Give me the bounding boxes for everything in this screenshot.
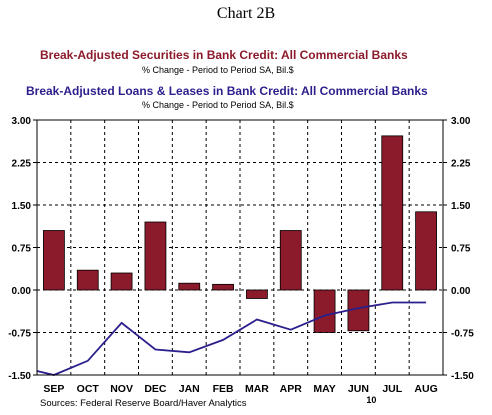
xtick-label: JUL <box>382 383 402 395</box>
bar-aug <box>415 211 437 291</box>
ytick-label-left: 3.00 <box>12 116 32 127</box>
xtick-label: MAY <box>313 383 335 395</box>
loans-series-title: Break-Adjusted Loans & Leases in Bank Cr… <box>26 84 428 98</box>
ytick-label-right: 0.00 <box>451 286 471 297</box>
bar-nov <box>110 272 133 291</box>
xtick-label: OCT <box>77 383 100 395</box>
ytick-label-right: 2.25 <box>451 159 471 170</box>
xtick-label: NOV <box>110 383 133 395</box>
year-label: 10 <box>366 395 376 405</box>
bar-jan <box>178 282 201 291</box>
xtick-label: SEP <box>43 383 64 395</box>
bar-dec <box>144 221 167 291</box>
loans-series-subtitle: % Change - Period to Period SA, Bil.$ <box>142 100 294 110</box>
ytick-label-left: 0.75 <box>12 244 32 255</box>
xtick-label: APR <box>280 383 303 395</box>
ytick-label-left: -1.50 <box>8 371 31 382</box>
ytick-label-right: 0.75 <box>451 244 471 255</box>
bar-sep <box>43 230 65 291</box>
bar-oct <box>76 269 99 291</box>
securities-series-title: Break-Adjusted Securities in Bank Credit… <box>40 48 408 62</box>
ytick-label-left: 2.25 <box>12 159 32 170</box>
chart-title: Chart 2B <box>216 5 276 22</box>
xtick-label: FEB <box>213 383 234 395</box>
bar-mar <box>246 289 268 299</box>
bar-apr <box>279 230 302 291</box>
bar-jul <box>381 135 404 291</box>
bar-may <box>313 289 336 333</box>
xtick-label: AUG <box>414 383 437 395</box>
source-note: Sources: Federal Reserve Board/Haver Ana… <box>40 398 247 409</box>
ytick-label-right: 1.50 <box>451 201 471 212</box>
loans-line <box>36 301 427 376</box>
bar-feb <box>212 283 234 291</box>
xtick-label: JAN <box>179 383 200 395</box>
ytick-label-left: 1.50 <box>12 201 32 212</box>
ytick-label-left: 0.00 <box>12 286 32 297</box>
ytick-label-left: -0.75 <box>8 329 31 340</box>
securities-series-subtitle: % Change - Period to Period SA, Bil.$ <box>142 65 294 75</box>
xtick-label: JUN <box>348 383 369 395</box>
ytick-label-right: 3.00 <box>451 116 471 127</box>
ytick-label-right: -1.50 <box>451 371 474 382</box>
ytick-label-right: -0.75 <box>451 329 474 340</box>
xtick-label: DEC <box>144 383 167 395</box>
xtick-label: MAR <box>245 383 269 395</box>
